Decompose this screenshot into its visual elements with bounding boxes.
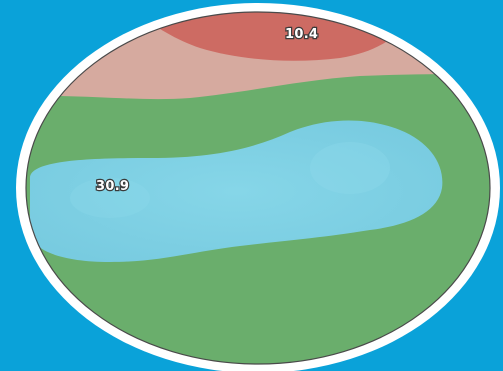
blue-zone	[30, 120, 443, 262]
left-value-label: 30.9	[96, 179, 129, 194]
blue-highlight-left	[70, 178, 150, 218]
map-outline	[25, 11, 491, 365]
blue-highlight-right	[310, 142, 390, 194]
top-value-label: 10.4	[285, 27, 318, 42]
